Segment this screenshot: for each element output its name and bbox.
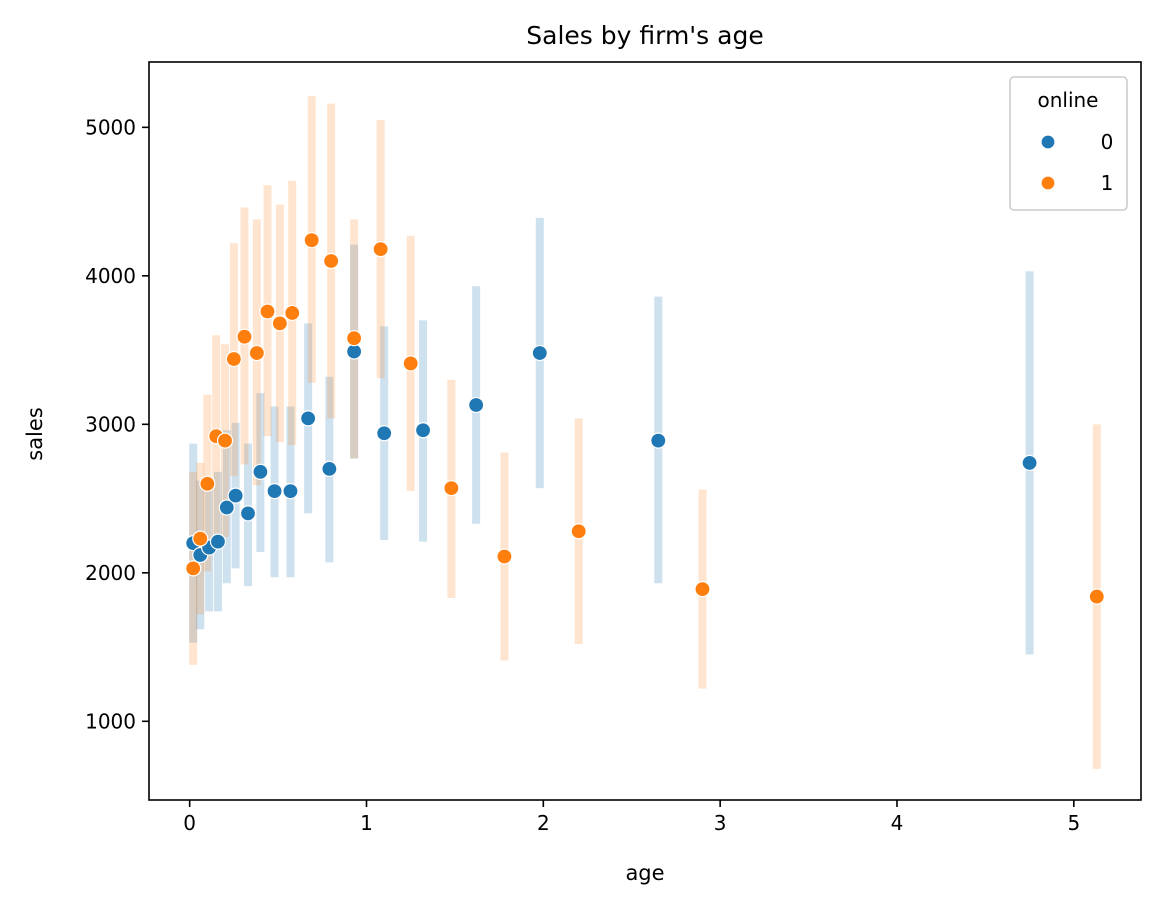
y-tick-label: 2000 (85, 561, 136, 585)
y-tick-label: 3000 (85, 412, 136, 436)
legend-label-0: 0 (1101, 130, 1114, 154)
point-series1-5 (225, 350, 242, 368)
point-series1-18 (570, 523, 587, 540)
point-series0-14 (414, 422, 432, 439)
point-series0-12 (346, 343, 363, 360)
chart-title: Sales by firm's age (526, 21, 763, 50)
legend-marker-0 (1040, 134, 1056, 150)
y-tick-label: 4000 (85, 264, 136, 288)
legend: online 0 1 (1009, 76, 1128, 211)
point-series1-13 (346, 330, 363, 347)
data-points (185, 232, 1105, 605)
plot-frame (148, 61, 1142, 801)
point-series1-19 (694, 581, 711, 598)
y-axis-ticks: 1000 2000 3000 4000 5000 (85, 115, 149, 733)
point-series1-9 (271, 315, 288, 332)
x-tick-label: 2 (537, 811, 550, 835)
x-tick-label: 4 (891, 811, 904, 835)
point-series0-11 (321, 460, 338, 477)
point-series1-7 (248, 344, 265, 362)
point-series0-18 (1021, 454, 1038, 472)
x-tick-label: 1 (360, 811, 373, 835)
point-series1-8 (259, 303, 276, 320)
point-series1-15 (402, 355, 419, 372)
legend-box (1009, 76, 1128, 211)
point-series1-10 (284, 304, 301, 322)
point-series0-5 (227, 487, 244, 504)
x-tick-label: 0 (183, 811, 196, 835)
y-tick-label: 5000 (85, 115, 136, 139)
point-series1-6 (236, 328, 253, 345)
point-series1-0 (185, 560, 202, 577)
point-series1-17 (496, 548, 513, 565)
point-series0-7 (252, 463, 269, 480)
point-series0-16 (531, 344, 548, 362)
point-series1-14 (372, 240, 389, 258)
point-series0-8 (266, 483, 283, 500)
point-series1-1 (192, 530, 209, 547)
point-series1-16 (443, 480, 460, 497)
legend-label-1: 1 (1101, 171, 1114, 195)
point-series0-17 (650, 432, 667, 449)
point-series1-2 (199, 475, 216, 492)
point-series1-11 (303, 232, 320, 249)
y-axis-label: sales (23, 407, 47, 461)
point-series1-12 (323, 252, 340, 270)
legend-marker-1 (1040, 175, 1056, 191)
x-axis-ticks: 0 1 2 3 4 5 (183, 800, 1080, 835)
x-tick-label: 3 (714, 811, 727, 835)
x-tick-label: 5 (1067, 811, 1080, 835)
point-series0-6 (239, 505, 257, 522)
x-axis-label: age (625, 861, 664, 885)
point-series0-4 (218, 499, 235, 516)
y-tick-label: 1000 (85, 709, 136, 733)
legend-title: online (1037, 88, 1098, 112)
point-series0-15 (468, 396, 485, 414)
point-series0-9 (282, 483, 299, 500)
point-series0-13 (376, 425, 393, 442)
point-series1-20 (1088, 588, 1105, 605)
point-series1-4 (216, 432, 234, 449)
point-series0-10 (300, 410, 317, 427)
point-series0-3 (209, 533, 227, 550)
